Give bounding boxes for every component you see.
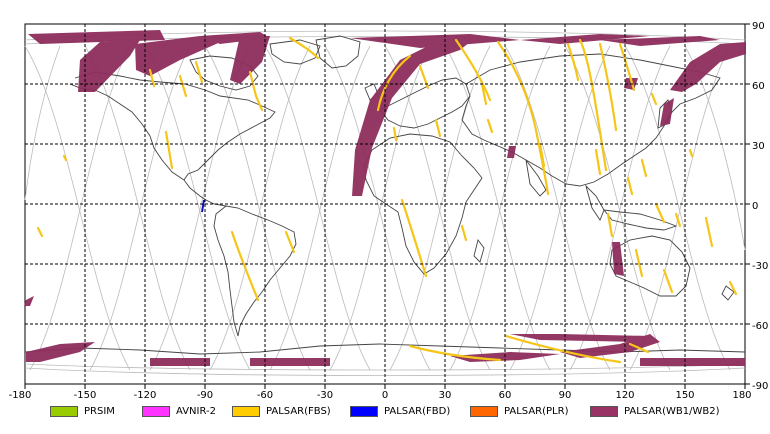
legend-item-prsim: PRSIM bbox=[50, 404, 115, 418]
lon-label: 150 bbox=[675, 390, 694, 401]
lon-label: -180 bbox=[9, 390, 32, 401]
lon-label: -30 bbox=[317, 390, 333, 401]
legend-label: PALSAR(FBS) bbox=[266, 405, 331, 417]
legend-swatch bbox=[590, 405, 618, 417]
tick-marks bbox=[24, 23, 750, 389]
legend-label: PALSAR(FBD) bbox=[384, 405, 451, 417]
lon-label: 60 bbox=[499, 390, 512, 401]
lat-label: -60 bbox=[752, 321, 768, 332]
wb-swaths bbox=[24, 30, 746, 366]
lat-label: 60 bbox=[752, 81, 765, 92]
graticule bbox=[25, 24, 745, 384]
legend-item-palsar-wb: PALSAR(WB1/WB2) bbox=[590, 404, 720, 418]
legend-label: PALSAR(PLR) bbox=[504, 405, 569, 417]
legend-swatch bbox=[142, 405, 170, 417]
lat-label: 30 bbox=[752, 141, 765, 152]
lon-label: -120 bbox=[134, 390, 157, 401]
lon-label: 120 bbox=[615, 390, 634, 401]
orbit-tracks bbox=[24, 30, 746, 376]
legend-item-avnir2: AVNIR-2 bbox=[142, 404, 216, 418]
lon-label: 180 bbox=[732, 390, 751, 401]
legend-swatch bbox=[50, 405, 78, 417]
lat-label: 0 bbox=[752, 201, 758, 212]
lat-labels: 90 60 30 0 -30 -60 -90 bbox=[752, 21, 768, 392]
legend: PRSIM AVNIR-2 PALSAR(FBS) PALSAR(FBD) PA… bbox=[0, 402, 770, 422]
lon-label: -150 bbox=[74, 390, 97, 401]
lon-label: 30 bbox=[439, 390, 452, 401]
lon-label: 0 bbox=[382, 390, 388, 401]
legend-label: AVNIR-2 bbox=[176, 405, 216, 417]
lat-label: 90 bbox=[752, 21, 765, 32]
fbs-strips bbox=[36, 36, 738, 364]
legend-label: PRSIM bbox=[84, 405, 115, 417]
legend-label: PALSAR(WB1/WB2) bbox=[624, 405, 720, 417]
legend-item-palsar-fbs: PALSAR(FBS) bbox=[232, 404, 331, 418]
legend-swatch bbox=[232, 405, 260, 417]
legend-item-palsar-plr: PALSAR(PLR) bbox=[470, 404, 568, 418]
legend-swatch bbox=[470, 405, 498, 417]
fbd-strips bbox=[201, 199, 205, 213]
lon-label: -90 bbox=[197, 390, 213, 401]
lon-label: 90 bbox=[559, 390, 572, 401]
lat-label: -30 bbox=[752, 261, 768, 272]
lon-labels: -180 -150 -120 -90 -60 -30 0 30 60 90 12… bbox=[9, 390, 752, 401]
legend-item-palsar-fbd: PALSAR(FBD) bbox=[350, 404, 450, 418]
lon-label: -60 bbox=[257, 390, 273, 401]
legend-swatch bbox=[350, 405, 378, 417]
lat-label: -90 bbox=[752, 381, 768, 392]
